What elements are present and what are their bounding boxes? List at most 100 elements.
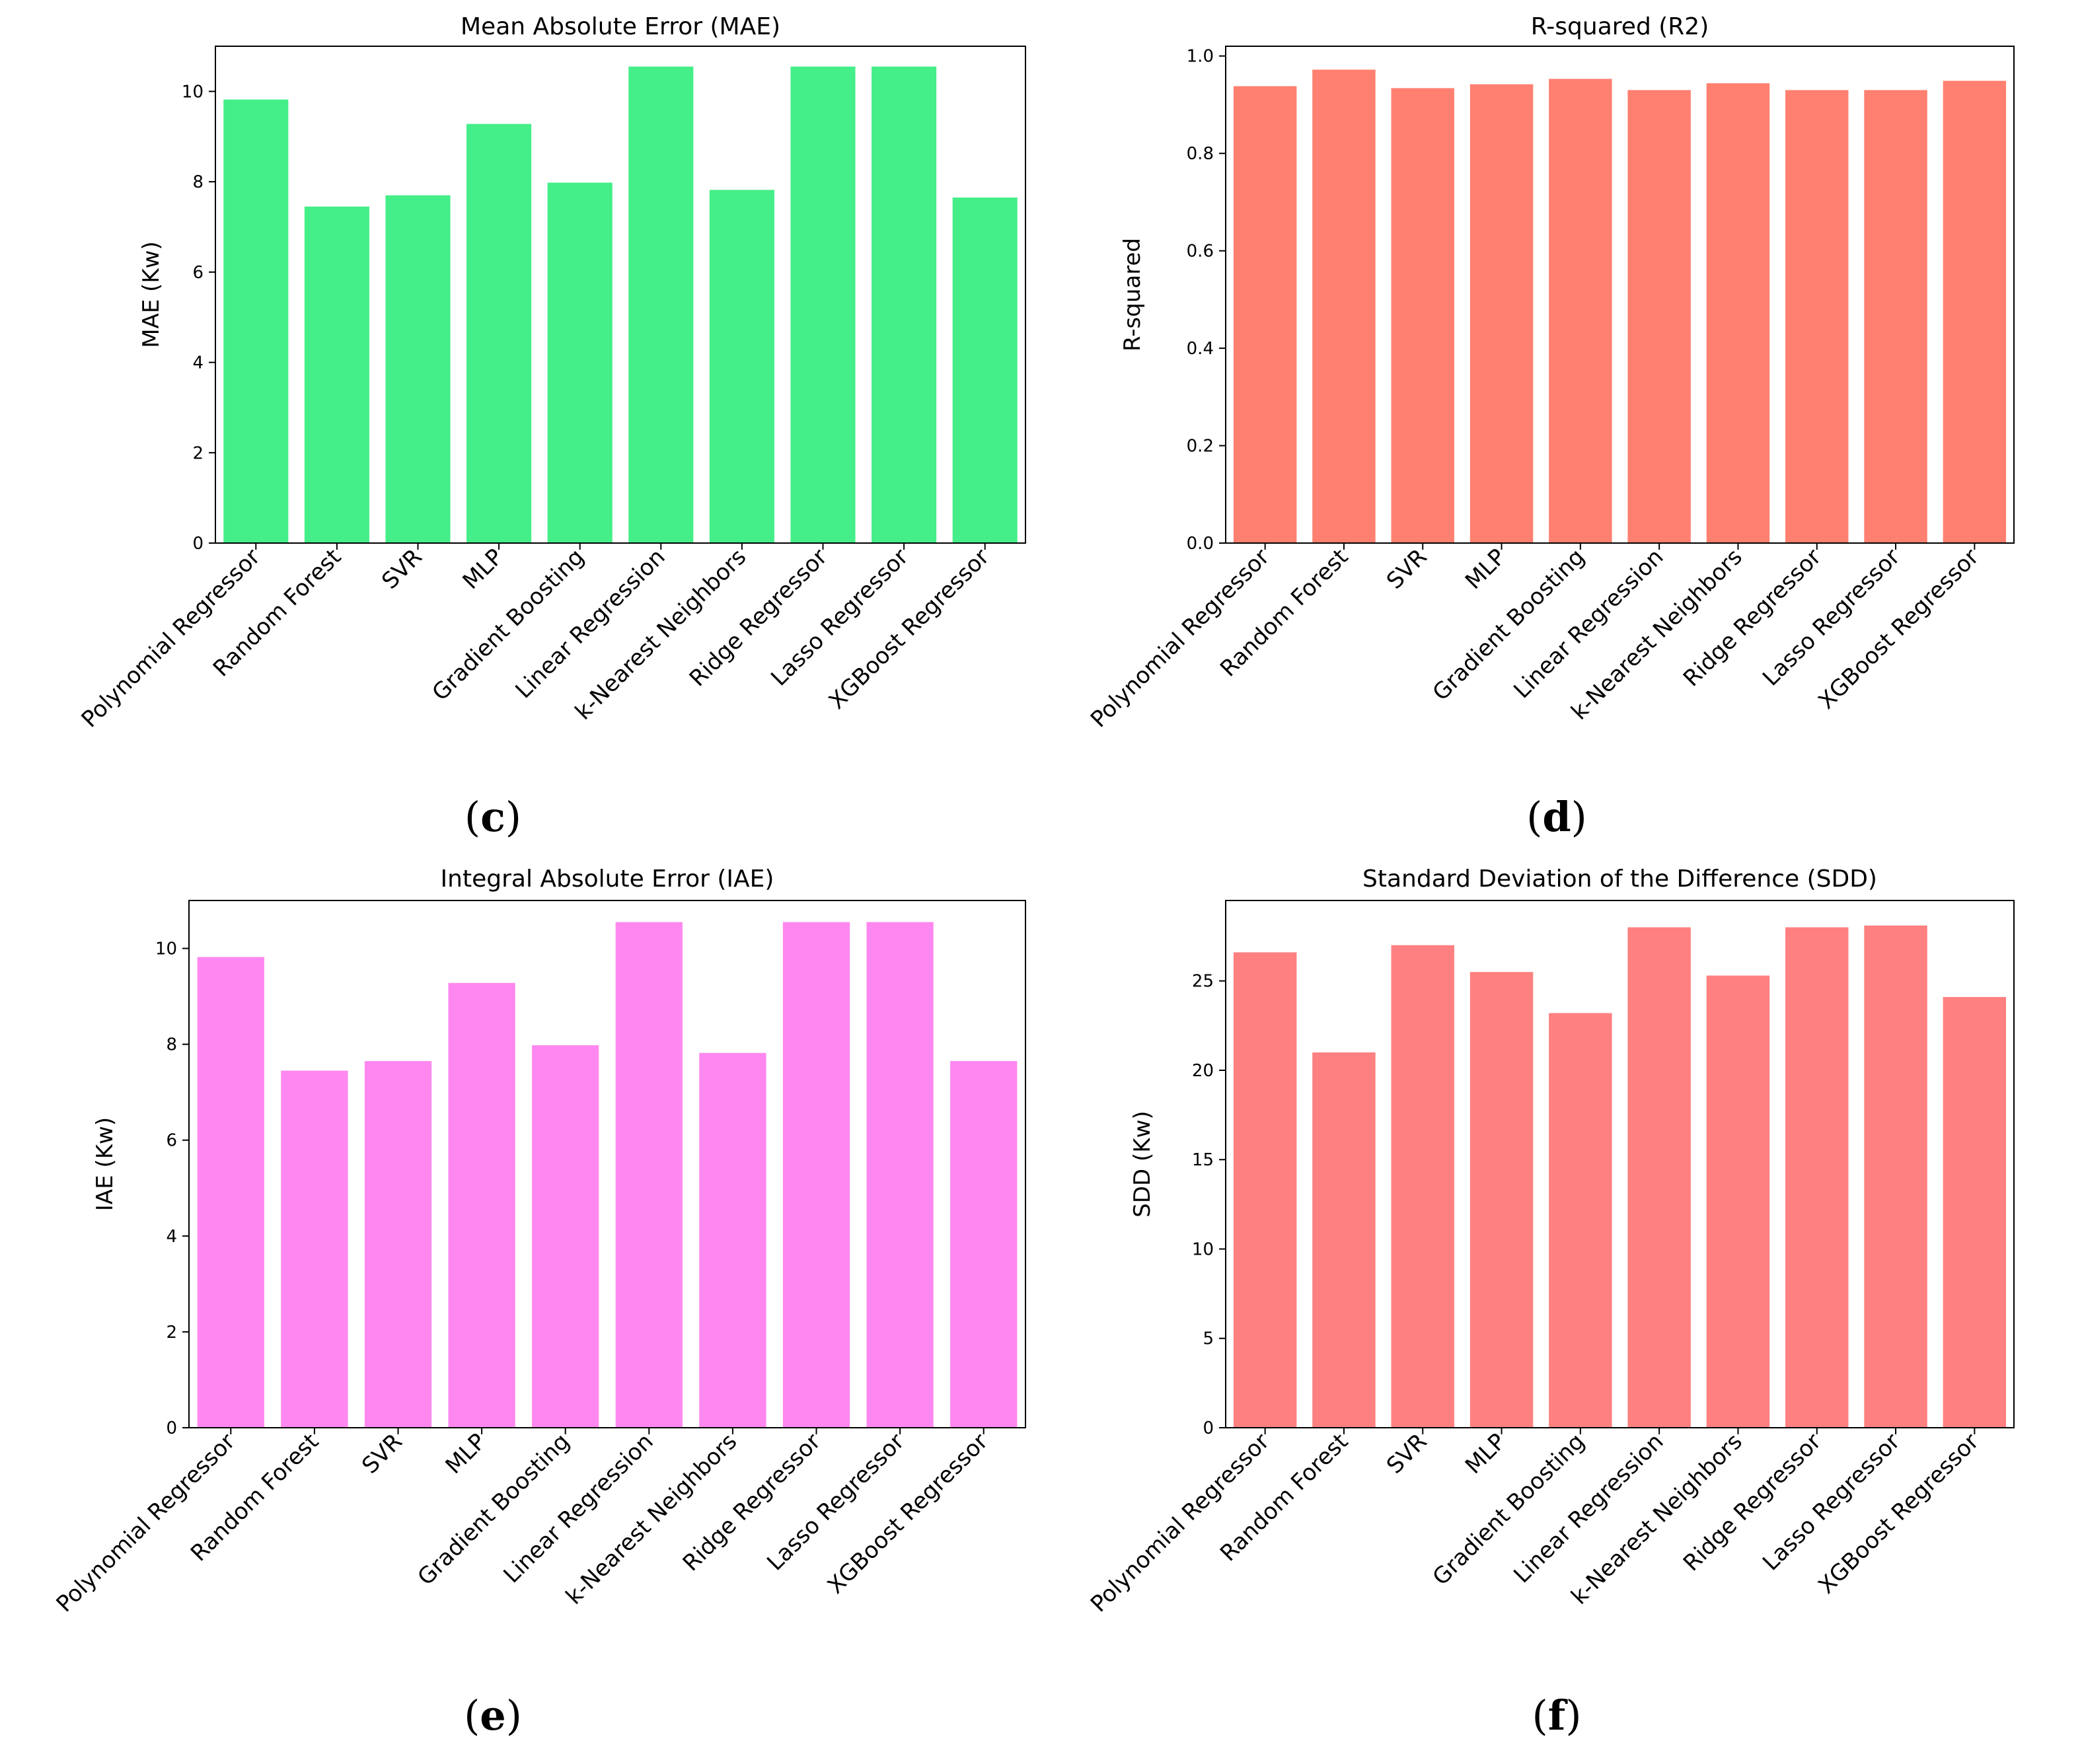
panel-label-letter: c (480, 793, 505, 841)
y-tick-label: 0.8 (1187, 144, 1214, 164)
bar-polynomial-regressor (223, 99, 289, 544)
x-tick-label: MLP (1460, 1428, 1511, 1479)
panel-label-c: (c) (427, 793, 559, 841)
plot-frame (188, 900, 1026, 1428)
bar-k-nearest-neighbors (1706, 975, 1770, 1428)
bar-ridge-regressor (1785, 927, 1849, 1428)
bar-random-forest (1312, 1052, 1376, 1428)
bar-lasso-regressor (866, 922, 934, 1428)
panel-label-letter: f (1547, 1691, 1566, 1740)
x-tick-label: Ridge Regressor (1678, 1428, 1826, 1576)
y-tick-label: 0 (166, 1418, 177, 1438)
y-tick-label: 6 (166, 1131, 177, 1151)
bar-xgboost-regressor (952, 198, 1018, 543)
bar-mlp (1469, 972, 1534, 1428)
bar-mlp (466, 124, 532, 543)
bar-random-forest (281, 1070, 348, 1428)
plot-frame (215, 46, 1026, 544)
bar-ridge-regressor (1785, 90, 1849, 544)
bar-linear-regression (1627, 927, 1691, 1428)
bar-xgboost-regressor (950, 1061, 1018, 1428)
panel-label-close: ) (505, 793, 522, 841)
bar-svr (1391, 88, 1454, 543)
bar-linear-regression (628, 66, 694, 544)
panel-label-letter: e (480, 1691, 506, 1740)
x-tick-label: SVR (1382, 1428, 1432, 1479)
panel-label-open: ( (1526, 793, 1543, 841)
y-tick-label: 15 (1192, 1150, 1214, 1170)
panel-label-open: ( (1532, 1691, 1548, 1740)
y-tick-label: 5 (1203, 1329, 1214, 1349)
y-axis-label: MAE (Kw) (138, 241, 165, 348)
bar-svr (385, 195, 451, 544)
chart-title: Integral Absolute Error (IAE) (441, 865, 774, 893)
panel-label-letter: d (1542, 793, 1571, 841)
y-tick-label: 20 (1192, 1061, 1214, 1081)
y-axis-label: SDD (Kw) (1129, 1111, 1156, 1217)
y-tick-label: 0 (1203, 1418, 1214, 1438)
bar-polynomial-regressor (1233, 86, 1297, 543)
bar-lasso-regressor (1864, 90, 1927, 544)
panel-label-close: ) (505, 1691, 522, 1740)
y-axis-label: IAE (Kw) (92, 1117, 118, 1211)
x-tick-label: Lasso Regressor (1758, 1428, 1905, 1576)
y-tick-label: 0.6 (1187, 242, 1214, 262)
bar-k-nearest-neighbors (699, 1052, 766, 1428)
x-tick-label: Linear Regression (1508, 1428, 1668, 1588)
bar-polynomial-regressor (197, 957, 264, 1428)
bar-xgboost-regressor (1943, 997, 2007, 1428)
plot-frame (1225, 900, 2015, 1428)
y-tick-label: 8 (166, 1035, 177, 1055)
bar-random-forest (304, 206, 369, 543)
panel-label-close: ) (1565, 1691, 1582, 1740)
y-tick-label: 4 (166, 1227, 177, 1247)
bar-xgboost-regressor (1943, 81, 2007, 544)
panel-label-close: ) (1571, 793, 1587, 841)
bar-gradient-boosting (547, 182, 613, 543)
bar-k-nearest-neighbors (1706, 83, 1770, 543)
y-tick-label: 10 (155, 939, 177, 959)
bar-gradient-boosting (532, 1045, 599, 1428)
bar-lasso-regressor (1864, 925, 1927, 1428)
y-tick-label: 1.0 (1187, 47, 1214, 67)
y-tick-label: 4 (192, 353, 204, 373)
y-tick-label: 8 (192, 172, 204, 192)
y-tick-label: 25 (1192, 972, 1214, 992)
y-tick-label: 2 (166, 1323, 177, 1342)
chart-title: R-squared (R2) (1531, 13, 1709, 40)
y-tick-label: 10 (1192, 1239, 1214, 1259)
bar-ridge-regressor (782, 922, 850, 1428)
bar-svr (364, 1061, 432, 1428)
y-tick-label: 0.2 (1187, 437, 1214, 457)
y-tick-label: 0.0 (1187, 534, 1214, 554)
bar-gradient-boosting (1549, 79, 1612, 544)
y-tick-label: 0 (192, 534, 204, 554)
bar-gradient-boosting (1549, 1013, 1612, 1428)
bar-mlp (1469, 84, 1534, 544)
chart-title: Mean Absolute Error (MAE) (461, 13, 780, 40)
panel-label-open: ( (464, 1691, 480, 1740)
y-tick-label: 10 (182, 82, 204, 102)
y-tick-label: 0.4 (1187, 339, 1214, 359)
bar-ridge-regressor (790, 66, 856, 544)
x-tick-label: Gradient Boosting (1428, 1428, 1590, 1591)
chart-title: Standard Deviation of the Difference (SD… (1362, 865, 1877, 893)
bar-mlp (448, 982, 515, 1428)
plot-frame (1225, 46, 2015, 544)
bar-linear-regression (1627, 90, 1691, 544)
x-tick-label: XGBoost Regressor (1813, 1428, 1984, 1599)
bar-random-forest (1312, 69, 1376, 543)
bar-svr (1391, 945, 1454, 1428)
panel-label-open: ( (464, 793, 481, 841)
panel-label-e: (e) (427, 1691, 559, 1740)
bar-linear-regression (615, 922, 683, 1428)
panel-label-f: (f) (1491, 1691, 1623, 1740)
bar-lasso-regressor (872, 66, 937, 544)
y-axis-label: R-squared (1119, 238, 1146, 351)
bar-k-nearest-neighbors (709, 190, 774, 543)
y-tick-label: 2 (192, 443, 204, 463)
